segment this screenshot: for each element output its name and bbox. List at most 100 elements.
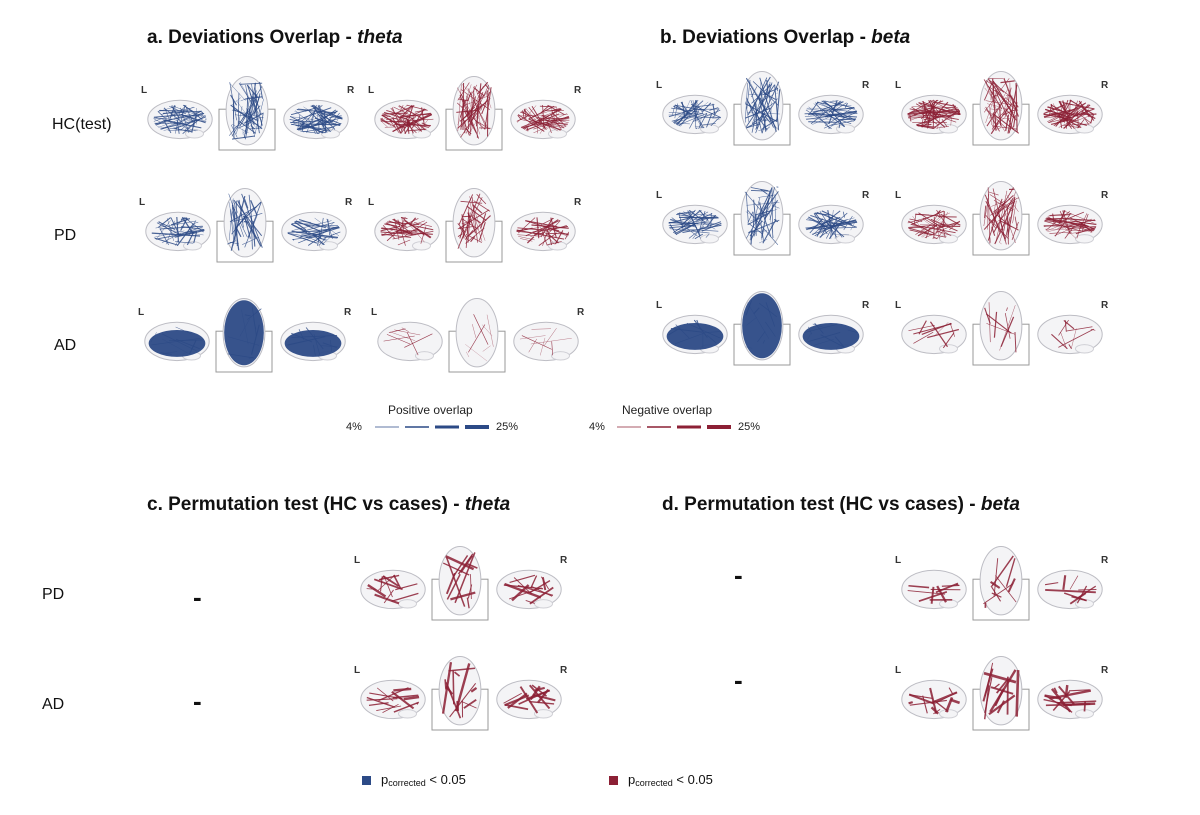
connection-line [383, 589, 394, 604]
connection-line [401, 216, 425, 236]
connection-line [1062, 575, 1067, 590]
connection-line [1000, 80, 1015, 84]
connection-line [695, 114, 720, 120]
lateral-brain-view [798, 94, 864, 135]
connection-line [291, 335, 338, 338]
connection-line [984, 108, 1003, 126]
connection-line [470, 84, 478, 96]
connection-line [526, 236, 535, 244]
connection-line [259, 81, 263, 99]
connection-line [153, 117, 168, 119]
connection-line [995, 190, 1008, 243]
connection-line [694, 233, 704, 240]
connection-line [552, 113, 568, 121]
cerebellum-outline [533, 709, 554, 719]
connection-line [988, 694, 1016, 716]
connection-line [414, 109, 427, 113]
connection-line [517, 119, 520, 123]
connection-line [806, 108, 820, 111]
connection-line [545, 232, 570, 235]
connection-line [522, 110, 525, 120]
connection-line [250, 96, 253, 103]
connection-line [453, 671, 461, 677]
cerebellum-outline [835, 234, 856, 244]
lateral-brain-view [901, 569, 967, 610]
brain-outline [1037, 569, 1103, 610]
connection-line [680, 112, 691, 127]
connection-line [907, 215, 934, 224]
connection-line [453, 555, 469, 577]
connection-line [936, 106, 958, 109]
connection-line [155, 220, 197, 229]
connection-line [992, 80, 1005, 93]
connection-line [545, 116, 569, 125]
connection-line [1090, 114, 1094, 124]
connection-line [984, 307, 991, 324]
connection-line [253, 319, 257, 330]
connection-line [314, 117, 341, 126]
connection-line [180, 217, 188, 220]
connection-line [807, 333, 812, 341]
connection-line [536, 124, 539, 134]
right-hemisphere-label: R [1101, 665, 1109, 676]
row-label-hc: HC(test) [52, 116, 112, 133]
connection-line [466, 563, 478, 569]
connection-line [766, 79, 769, 93]
connection-line [762, 219, 777, 244]
connection-line [457, 226, 474, 230]
connection-line [702, 123, 716, 126]
connection-line [538, 232, 558, 246]
connection-line [314, 217, 340, 237]
connection-line [1068, 689, 1090, 692]
connection-line [1062, 210, 1094, 224]
connection-line [804, 112, 826, 115]
connection-line [823, 120, 840, 129]
connection-line [1066, 326, 1093, 332]
connection-line [995, 679, 1009, 694]
connection-line [1058, 210, 1066, 224]
connection-line [907, 107, 954, 117]
connection-line [229, 82, 237, 121]
axial-brain-view [431, 656, 489, 731]
connection-line [454, 663, 471, 712]
connection-line [913, 213, 917, 225]
connection-line [156, 222, 182, 236]
cerebellum-outline [938, 599, 959, 609]
connection-line [747, 302, 769, 339]
connectivity-fill [802, 322, 860, 350]
connection-line [678, 116, 721, 118]
connection-line [159, 225, 203, 230]
connection-line [460, 200, 483, 204]
connection-line [228, 193, 245, 237]
connection-line [816, 101, 829, 106]
connection-line [1058, 328, 1094, 348]
connection-line [480, 213, 487, 229]
connection-line [320, 217, 324, 239]
connection-line [241, 193, 263, 248]
connection-line [183, 104, 203, 120]
connection-line [1054, 218, 1092, 237]
connection-line [764, 115, 771, 123]
connection-line [406, 128, 427, 132]
connection-line [694, 125, 705, 129]
connection-line [927, 328, 959, 339]
connection-line [759, 202, 763, 241]
lateral-brain-view [1037, 679, 1103, 720]
connection-line [517, 227, 548, 231]
connection-line [517, 234, 542, 237]
connection-line [247, 202, 262, 238]
connection-line [473, 102, 486, 111]
connection-line [388, 328, 406, 334]
panel-c-title: c. Permutation test (HC vs cases) - thet… [147, 494, 511, 515]
connection-line [478, 222, 486, 241]
connection-line [672, 110, 698, 123]
connection-line [367, 584, 387, 598]
connection-line [291, 332, 313, 343]
connection-line [519, 335, 546, 340]
connection-line [297, 108, 309, 111]
connection-line [748, 79, 766, 109]
connection-line [524, 105, 537, 120]
connection-line [745, 107, 771, 119]
connection-line [175, 112, 204, 125]
brain-outline [455, 298, 499, 368]
